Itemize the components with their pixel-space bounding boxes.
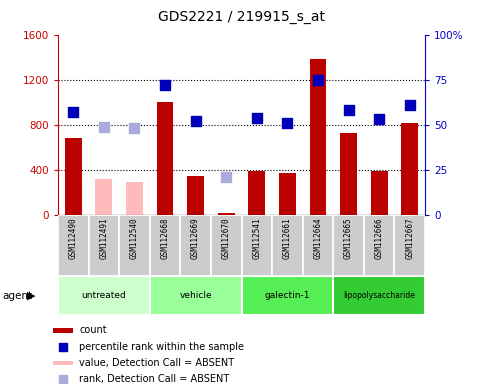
Bar bbox=[218, 213, 235, 215]
Point bbox=[130, 125, 138, 131]
Text: GSM112665: GSM112665 bbox=[344, 217, 353, 259]
Text: GSM112668: GSM112668 bbox=[160, 217, 170, 259]
Bar bbox=[53, 361, 73, 366]
Text: GSM112667: GSM112667 bbox=[405, 217, 414, 259]
Bar bbox=[126, 182, 143, 215]
Point bbox=[59, 376, 67, 382]
Point bbox=[345, 107, 353, 113]
Point bbox=[375, 116, 383, 122]
Bar bbox=[58, 276, 150, 315]
Bar bbox=[53, 328, 73, 333]
Bar bbox=[272, 215, 303, 276]
Text: GSM112540: GSM112540 bbox=[130, 217, 139, 259]
Text: count: count bbox=[79, 326, 107, 336]
Bar bbox=[96, 179, 112, 215]
Text: GSM112541: GSM112541 bbox=[252, 217, 261, 259]
Point bbox=[314, 77, 322, 83]
Text: GSM112491: GSM112491 bbox=[99, 217, 108, 259]
Text: lipopolysaccharide: lipopolysaccharide bbox=[343, 291, 415, 300]
Bar bbox=[364, 215, 395, 276]
Bar bbox=[187, 175, 204, 215]
Text: percentile rank within the sample: percentile rank within the sample bbox=[79, 342, 244, 352]
Point bbox=[100, 124, 108, 130]
Bar bbox=[242, 276, 333, 315]
Bar bbox=[156, 102, 173, 215]
Point bbox=[222, 174, 230, 180]
Point bbox=[192, 118, 199, 124]
Bar bbox=[88, 215, 119, 276]
Text: vehicle: vehicle bbox=[179, 291, 212, 300]
Bar bbox=[371, 171, 387, 215]
Bar bbox=[279, 173, 296, 215]
Bar bbox=[119, 215, 150, 276]
Bar bbox=[150, 276, 242, 315]
Bar bbox=[333, 215, 364, 276]
Text: GSM112670: GSM112670 bbox=[222, 217, 231, 259]
Bar bbox=[333, 276, 425, 315]
Bar bbox=[242, 215, 272, 276]
Point bbox=[284, 120, 291, 126]
Point bbox=[253, 114, 261, 121]
Text: GSM112666: GSM112666 bbox=[375, 217, 384, 259]
Bar bbox=[180, 215, 211, 276]
Bar bbox=[58, 215, 88, 276]
Point bbox=[161, 82, 169, 88]
Bar bbox=[150, 215, 180, 276]
Bar bbox=[303, 215, 333, 276]
Bar bbox=[340, 133, 357, 215]
Bar bbox=[401, 122, 418, 215]
Text: rank, Detection Call = ABSENT: rank, Detection Call = ABSENT bbox=[79, 374, 229, 384]
Text: GSM112664: GSM112664 bbox=[313, 217, 323, 259]
Point bbox=[406, 102, 413, 108]
Point bbox=[59, 344, 67, 350]
Text: ▶: ▶ bbox=[27, 291, 35, 301]
Text: GSM112490: GSM112490 bbox=[69, 217, 78, 259]
Bar bbox=[65, 138, 82, 215]
Point bbox=[70, 109, 77, 115]
Text: value, Detection Call = ABSENT: value, Detection Call = ABSENT bbox=[79, 358, 234, 368]
Bar bbox=[310, 60, 327, 215]
Text: galectin-1: galectin-1 bbox=[265, 291, 310, 300]
Text: agent: agent bbox=[2, 291, 32, 301]
Text: GDS2221 / 219915_s_at: GDS2221 / 219915_s_at bbox=[158, 10, 325, 24]
Bar bbox=[395, 215, 425, 276]
Text: GSM112669: GSM112669 bbox=[191, 217, 200, 259]
Bar bbox=[211, 215, 242, 276]
Bar bbox=[248, 171, 265, 215]
Text: untreated: untreated bbox=[82, 291, 126, 300]
Text: GSM112661: GSM112661 bbox=[283, 217, 292, 259]
